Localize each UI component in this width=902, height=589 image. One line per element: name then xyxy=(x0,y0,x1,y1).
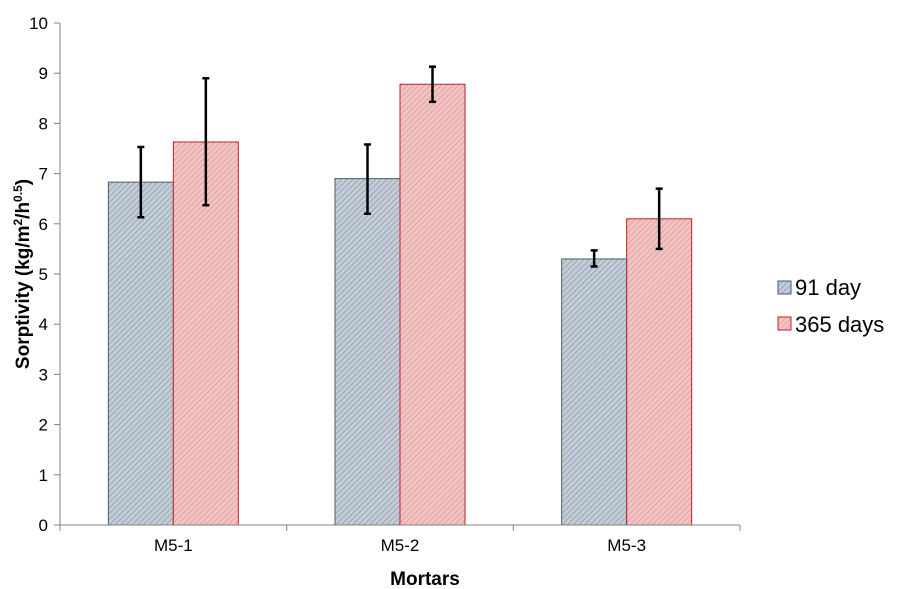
legend-swatch-91-day xyxy=(777,280,792,295)
y-tick-label: 5 xyxy=(39,265,48,284)
legend-item-91-day: 91 day xyxy=(777,275,861,300)
y-tick-label: 2 xyxy=(39,416,48,435)
x-tick-label: M5-3 xyxy=(607,536,646,555)
error-bar xyxy=(655,187,663,251)
error-bars xyxy=(137,65,663,268)
y-tick-label: 3 xyxy=(39,365,48,384)
legend: 91 day 365 days xyxy=(777,275,884,337)
y-axis-title: Sorptivity (kg/m2/h0.5) xyxy=(11,179,34,369)
y-tick-label: 0 xyxy=(39,516,48,535)
y-tick-label: 6 xyxy=(39,215,48,234)
x-tick-label: M5-2 xyxy=(381,536,420,555)
x-axis-title: Mortars xyxy=(390,569,460,589)
legend-label-91-day: 91 day xyxy=(795,275,861,300)
y-tick-label: 1 xyxy=(39,466,48,485)
y-axis-ticks: 0 1 2 3 4 5 6 7 8 9 10 xyxy=(29,14,60,535)
bar-m5-3-365-days xyxy=(626,218,693,526)
y-tick-label: 8 xyxy=(39,114,48,133)
y-tick-label: 9 xyxy=(39,64,48,83)
axes xyxy=(59,23,740,526)
bar-m5-1-91-day xyxy=(107,181,174,526)
bars xyxy=(107,83,693,526)
bar-m5-2-91-day xyxy=(334,178,401,526)
error-bar xyxy=(137,145,145,219)
bar-m5-2-365-days xyxy=(399,83,466,526)
error-bar xyxy=(202,76,210,207)
error-bar xyxy=(429,65,436,104)
error-bar xyxy=(590,249,598,268)
error-bar xyxy=(364,143,371,216)
y-tick-label: 7 xyxy=(39,165,48,184)
x-axis-ticks: M5-1 M5-2 M5-3 xyxy=(59,525,741,555)
y-tick-label: 10 xyxy=(29,14,48,33)
legend-swatch-365-days xyxy=(777,316,792,331)
y-tick-label: 4 xyxy=(39,315,48,334)
legend-label-365-days: 365 days xyxy=(795,312,884,337)
x-tick-label: M5-1 xyxy=(154,536,193,555)
bar-m5-3-91-day xyxy=(561,258,628,526)
legend-item-365-days: 365 days xyxy=(777,312,884,337)
